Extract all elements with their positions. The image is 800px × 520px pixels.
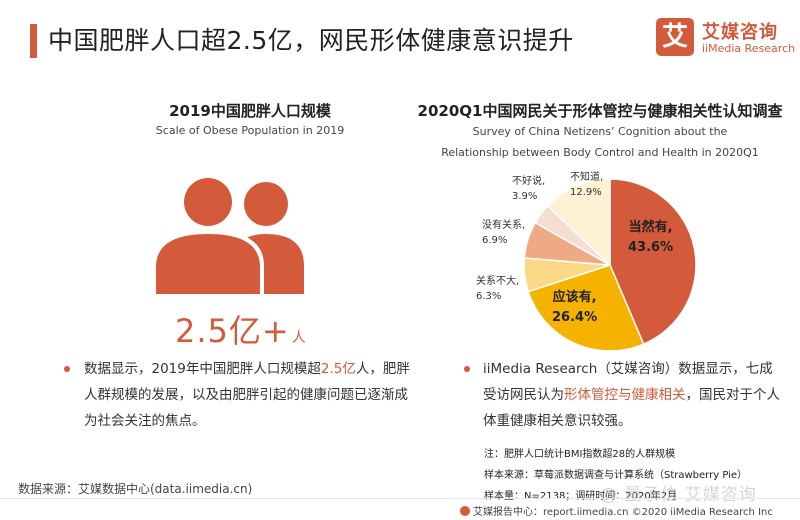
left-desc-highlight: 2.5亿 xyxy=(320,361,356,377)
footer-label: 艾媒报告中心：report.iimedia.cn ©2020 iiMedia R… xyxy=(473,507,773,518)
pie-slice-label: 当然有, 43.6% xyxy=(628,218,673,258)
pie-slice xyxy=(527,264,645,350)
pie-slice-label: 关系不大, 6.3% xyxy=(476,274,519,304)
left-description: 数据显示，2019年中国肥胖人口规模超2.5亿人，肥胖人群规模的发展，以及由肥胖… xyxy=(84,356,414,434)
brand-logo: 艾 艾媒咨询 iiMedia Research xyxy=(656,18,795,64)
pie-slice-category: 不知道, xyxy=(570,172,604,183)
left-desc-text: 数据显示，2019年中国肥胖人口规模超 xyxy=(84,361,321,377)
pie-chart-svg xyxy=(523,178,697,350)
logo-mark-icon: 艾 xyxy=(656,18,694,56)
pie-chart: 当然有, 43.6% 应该有, 26.4% 关系不大, 6.3% 没有关系, 6.9% 不好说,… xyxy=(460,160,720,350)
pie-slice-value: 3.9% xyxy=(512,191,538,202)
obese-population-value: 2.5亿+ 人 xyxy=(175,306,306,352)
big-number-value: 2.5亿+ xyxy=(175,312,290,350)
logo-name-en: iiMedia Research xyxy=(702,42,796,55)
left-chart-subtitle: Scale of Obese Population in 2019 xyxy=(155,124,345,137)
note-line: 注：肥胖人口统计BMI指数超28的人群规模 xyxy=(484,449,676,460)
right-description: iiMedia Research（艾媒咨询）数据显示，七成受访网民认为形体管控与… xyxy=(483,356,783,434)
bullet-dot xyxy=(464,366,470,372)
pie-slice-label: 不好说, 3.9% xyxy=(512,174,545,204)
pie-slice-category: 应该有, xyxy=(552,290,597,305)
big-number-unit: 人 xyxy=(291,330,306,346)
data-source: 数据来源：艾媒数据中心(data.iimedia.cn) xyxy=(18,482,253,496)
logo-name-cn: 艾媒咨询 xyxy=(702,22,778,43)
right-desc-text-end: ，国民对于个人体重健康相关意识较强。 xyxy=(483,387,780,429)
pie-slice-value: 6.3% xyxy=(476,291,502,302)
pie-slice-value: 26.4% xyxy=(552,310,598,325)
page-title: 中国肥胖人口超2.5亿，网民形体健康意识提升 xyxy=(48,26,574,55)
right-chart-title: 2020Q1中国网民关于形体管控与健康相关性认知调查 xyxy=(417,102,783,120)
footer-text: 艾媒报告中心：report.iimedia.cn ©2020 iiMedia R… xyxy=(460,503,773,518)
pie-slice-label: 不知道, 12.9% xyxy=(570,170,603,200)
pie-slice-category: 不好说, xyxy=(512,176,546,187)
right-chart-subtitle-line2: Relationship between Body Control and He… xyxy=(441,146,759,159)
title-accent-bar xyxy=(30,24,37,58)
pie-slice-value: 6.9% xyxy=(482,235,508,246)
pie-slice-value: 43.6% xyxy=(628,240,674,255)
pie-slice-category: 关系不大, xyxy=(476,276,520,287)
footer: 艾媒报告中心：report.iimedia.cn ©2020 iiMedia R… xyxy=(0,498,800,520)
bullet-dot xyxy=(64,366,70,372)
pie-slice-category: 当然有, xyxy=(628,220,673,235)
pie-slice-category: 没有关系, xyxy=(482,220,526,231)
people-icon xyxy=(148,168,308,298)
sample-size: 样本量：N=2138；调研时间：2020年2月 xyxy=(484,491,678,502)
report-center-icon xyxy=(460,506,470,516)
pie-slice-value: 12.9% xyxy=(570,187,602,198)
right-desc-text: iiMedia Research（艾媒咨询）数据显示，七成受访网民认为 xyxy=(483,361,773,403)
pie-slice xyxy=(546,178,611,267)
left-desc-text-end: 人，肥胖人群规模的发展，以及由肥胖引起的健康问题已逐渐成为社会关注的焦点。 xyxy=(84,361,410,429)
pie-slice-label: 没有关系, 6.9% xyxy=(482,218,525,248)
pie-slice-label: 应该有, 26.4% xyxy=(552,288,597,328)
right-desc-highlight: 形体管控与健康相关 xyxy=(564,387,686,403)
watermark: @ 量子位 艾媒咨询 xyxy=(600,485,757,505)
chart-notes: 注：肥胖人口统计BMI指数超28的人群规模 样本来源：草莓派数据调查与计算系统（… xyxy=(484,444,800,507)
sample-source: 样本来源：草莓派数据调查与计算系统（Strawberry Pie） xyxy=(484,470,748,481)
right-chart-subtitle-line1: Survey of China Netizens’ Cognition abou… xyxy=(472,125,728,138)
pie-slice xyxy=(609,178,697,346)
left-chart-title: 2019中国肥胖人口规模 xyxy=(169,102,331,120)
